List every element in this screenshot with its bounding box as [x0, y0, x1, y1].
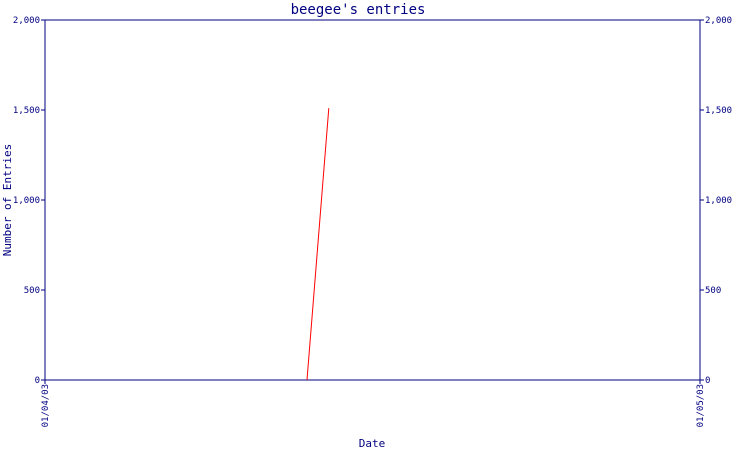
y-axis-label: Number of Entries	[1, 144, 14, 257]
y-tick-label-right: 0	[705, 376, 710, 386]
y-tick-label-left: 2,000	[13, 16, 40, 26]
y-tick-label-right: 500	[705, 286, 721, 296]
y-tick-label-left: 500	[24, 286, 40, 296]
x-tick-label: 01/05/03	[696, 384, 706, 427]
y-tick-label-left: 1,000	[13, 196, 40, 206]
y-tick-label-right: 1,500	[705, 106, 732, 116]
y-tick-label-right: 1,000	[705, 196, 732, 206]
y-axis-right: 0 500 1,000 1,500 2,000	[700, 16, 732, 386]
chart-title: beegee's entries	[291, 2, 426, 18]
plot-frame	[44, 19, 701, 381]
x-axis: 01/04/03 01/05/03	[41, 380, 706, 427]
y-tick-label-left: 0	[35, 376, 40, 386]
y-axis-left: 0 500 1,000 1,500 2,000	[13, 16, 45, 386]
y-tick-label-left: 1,500	[13, 106, 40, 116]
x-tick-label: 01/04/03	[41, 384, 51, 427]
y-tick-label-right: 2,000	[705, 16, 732, 26]
series-group	[306, 108, 330, 381]
x-axis-label: Date	[359, 437, 386, 450]
series-line	[306, 108, 330, 381]
